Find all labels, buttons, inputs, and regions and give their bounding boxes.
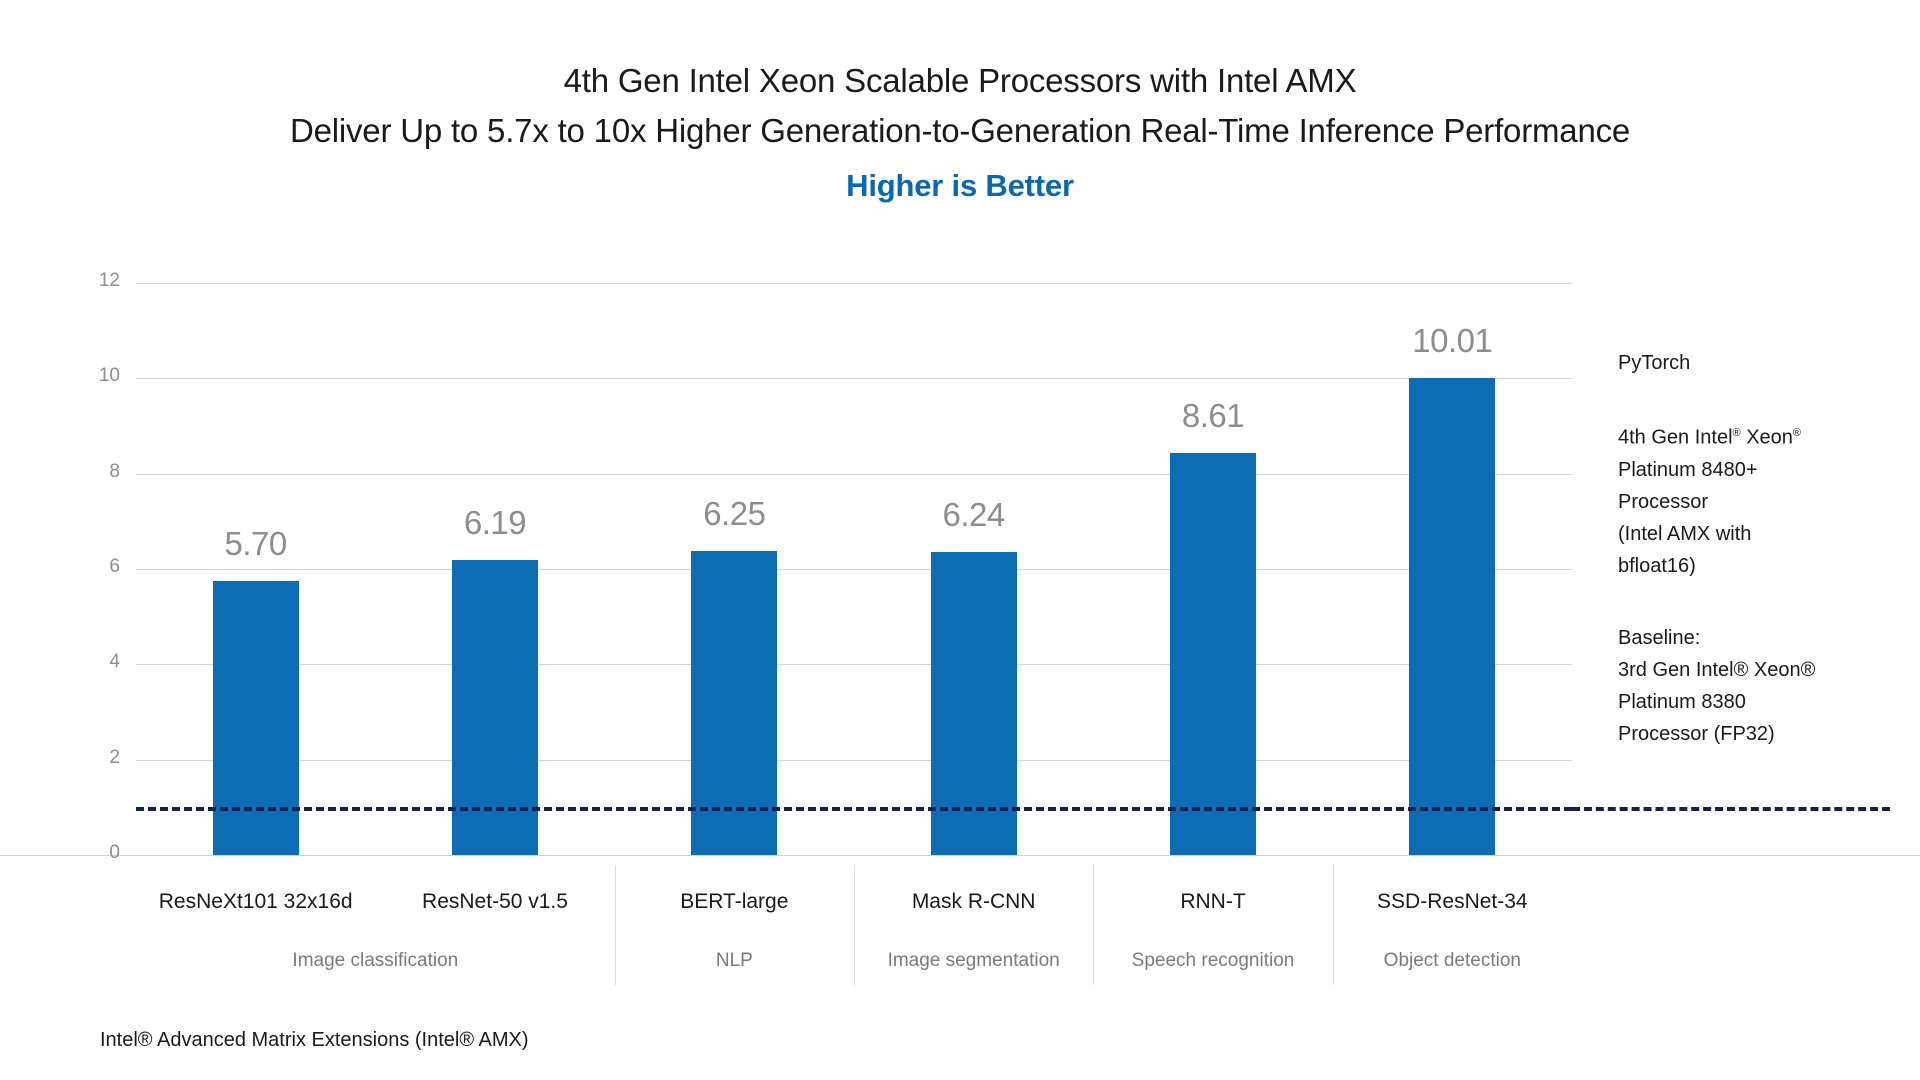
category-label-3: Mask R-CNN bbox=[911, 890, 1036, 913]
group-label-0: Image classification bbox=[292, 950, 459, 971]
bar-value-label-5: 10.01 bbox=[1412, 321, 1493, 359]
y-axis-tick-8: 8 bbox=[109, 460, 120, 482]
legend-baseline-block: Baseline: 3rd Gen Intel® Xeon® Platinum … bbox=[1618, 622, 1918, 750]
bar-mask-r-cnn[interactable] bbox=[930, 552, 1017, 855]
higher-is-better-subtitle: Higher is Better bbox=[846, 168, 1074, 203]
chart-title-block: 4th Gen Intel Xeon Scalable Processors w… bbox=[0, 56, 1920, 212]
legend-config-line-3: Processor bbox=[1618, 490, 1709, 513]
legend-config-line-4: (Intel AMX with bbox=[1618, 522, 1752, 545]
baseline-dashed-line-extension bbox=[1572, 807, 1890, 812]
bar-resnext101-32x16d[interactable] bbox=[212, 581, 299, 855]
legend-baseline-line-4: Processor (FP32) bbox=[1618, 722, 1775, 745]
category-label-1: ResNet-50 v1.5 bbox=[422, 890, 568, 913]
category-label-4: RNN-T bbox=[1180, 890, 1246, 913]
group-separator-2 bbox=[1093, 865, 1095, 985]
category-label-5: SSD-ResNet-34 bbox=[1377, 890, 1528, 913]
group-label-4: Object detection bbox=[1383, 950, 1521, 971]
group-separator-3 bbox=[1332, 865, 1334, 985]
group-label-2: Image segmentation bbox=[887, 950, 1060, 971]
y-axis-tick-2: 2 bbox=[109, 746, 120, 768]
x-axis-line bbox=[0, 855, 1920, 856]
bar-value-label-4: 8.61 bbox=[1181, 397, 1245, 435]
gridline-6 bbox=[136, 569, 1572, 570]
bar-ssd-resnet-34[interactable] bbox=[1409, 377, 1496, 855]
legend-baseline-line-2: 3rd Gen Intel® Xeon® bbox=[1618, 658, 1816, 681]
legend-baseline-line-3: Platinum 8380 bbox=[1618, 690, 1746, 713]
plot-area bbox=[136, 283, 1572, 856]
legend-config-line-5: bfloat16) bbox=[1618, 554, 1696, 577]
gridline-10 bbox=[136, 378, 1572, 380]
legend-framework: PyTorch bbox=[1618, 352, 1691, 374]
registered-mark-icon: ® bbox=[1792, 427, 1802, 439]
chart-legend: PyTorch 4th Gen Intel® Xeon® Platinum 84… bbox=[1618, 347, 1918, 780]
gridline-8 bbox=[136, 473, 1572, 475]
legend-config-text-a: 4th Gen Intel bbox=[1618, 426, 1733, 449]
registered-mark-icon: ® bbox=[1732, 427, 1741, 439]
gridline-2 bbox=[136, 759, 1572, 761]
legend-framework-block: PyTorch bbox=[1618, 347, 1918, 379]
gridline-12 bbox=[136, 283, 1572, 284]
bar-rnn-t[interactable] bbox=[1170, 453, 1256, 855]
legend-config-line-1: 4th Gen Intel® Xeon® bbox=[1618, 417, 1918, 454]
gridline-4 bbox=[136, 664, 1572, 666]
bar-value-label-3: 6.24 bbox=[942, 496, 1006, 534]
bar-resnet-50-v1-5[interactable] bbox=[452, 559, 538, 855]
bar-value-label-1: 6.19 bbox=[463, 503, 527, 541]
legend-baseline-line-1: Baseline: bbox=[1618, 626, 1701, 649]
baseline-dashed-line bbox=[136, 807, 1572, 812]
y-axis-tick-12: 12 bbox=[98, 270, 120, 291]
y-axis-tick-10: 10 bbox=[98, 365, 120, 387]
y-axis-tick-0: 0 bbox=[109, 842, 120, 863]
group-label-3: Speech recognition bbox=[1131, 950, 1295, 971]
group-separator-1 bbox=[854, 865, 855, 985]
y-axis-tick-6: 6 bbox=[109, 556, 120, 577]
category-label-2: BERT-large bbox=[680, 890, 789, 913]
legend-config-text-b: Xeon bbox=[1740, 426, 1793, 449]
group-separator-0 bbox=[614, 865, 616, 985]
y-axis-tick-4: 4 bbox=[109, 651, 120, 673]
bar-value-label-2: 6.25 bbox=[703, 494, 766, 532]
category-label-0: ResNeXt101 32x16d bbox=[158, 890, 353, 913]
legend-config-block: 4th Gen Intel® Xeon® Platinum 8480+ Proc… bbox=[1618, 417, 1918, 582]
legend-config-line-2: Platinum 8480+ bbox=[1618, 458, 1758, 481]
bar-value-label-0: 5.70 bbox=[224, 525, 288, 563]
footnote: Intel® Advanced Matrix Extensions (Intel… bbox=[100, 1029, 529, 1051]
bar-bert-large[interactable] bbox=[691, 550, 778, 855]
title-line-2: Deliver Up to 5.7x to 10x Higher Generat… bbox=[289, 112, 1631, 149]
group-label-1: NLP bbox=[715, 950, 753, 971]
title-line-1: 4th Gen Intel Xeon Scalable Processors w… bbox=[563, 62, 1357, 99]
